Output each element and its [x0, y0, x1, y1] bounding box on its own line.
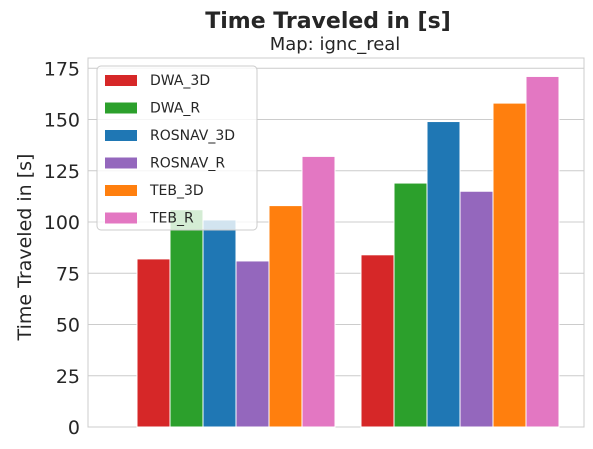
- legend-swatch: [105, 102, 137, 114]
- y-tick-labels: 0 25 50 75 100 125 150 175: [44, 58, 80, 439]
- legend-label: DWA_R: [150, 101, 200, 117]
- bar-dwa-r-group-1: [169, 209, 204, 428]
- bar-rosnav-3d-group-2: [426, 121, 461, 428]
- y-tick-label: 25: [56, 366, 80, 388]
- legend-label: TEB_R: [149, 211, 194, 227]
- bar-teb-r-group-2: [525, 75, 560, 428]
- bar-teb-3d-group-2: [492, 102, 527, 428]
- bar-dwa-3d-group-2: [360, 254, 395, 428]
- legend-swatch: [105, 185, 137, 196]
- legend-label: TEB_3D: [149, 183, 204, 199]
- bar-teb-3d-group-1: [268, 205, 303, 428]
- y-axis-label: Time Traveled in [s]: [14, 154, 36, 342]
- chart-subtitle: Map: ignc_real: [270, 34, 401, 55]
- bar-teb-r-group-1: [301, 155, 336, 428]
- bar-dwa-r-group-2: [393, 182, 428, 428]
- bar-series: [136, 75, 560, 428]
- legend-swatch: [105, 75, 137, 86]
- chart-title: Time Traveled in [s]: [205, 9, 451, 34]
- bar-rosnav-3d-group-1: [202, 219, 237, 428]
- legend-swatch: [105, 157, 137, 169]
- bar-dwa-3d-group-1: [136, 258, 171, 428]
- y-tick-label: 75: [56, 263, 80, 285]
- bar-rosnav-r-group-1: [235, 260, 270, 428]
- y-tick-label: 125: [44, 161, 80, 183]
- legend-swatch: [105, 130, 137, 141]
- y-tick-label: 100: [44, 212, 80, 234]
- y-tick-label: 0: [68, 417, 80, 439]
- legend-label: ROSNAV_R: [150, 156, 225, 172]
- legend-box: [96, 65, 258, 231]
- bar-rosnav-r-group-2: [459, 190, 494, 428]
- y-tick-label: 150: [44, 110, 80, 132]
- legend-swatch: [105, 212, 137, 224]
- y-tick-label: 50: [56, 315, 80, 337]
- legend: DWA_3D DWA_R ROSNAV_3D ROSNAV_R TEB_3D TEB_R: [96, 65, 258, 231]
- y-tick-label: 175: [44, 58, 80, 80]
- legend-label: DWA_3D: [150, 73, 210, 89]
- legend-label: ROSNAV_3D: [150, 128, 235, 144]
